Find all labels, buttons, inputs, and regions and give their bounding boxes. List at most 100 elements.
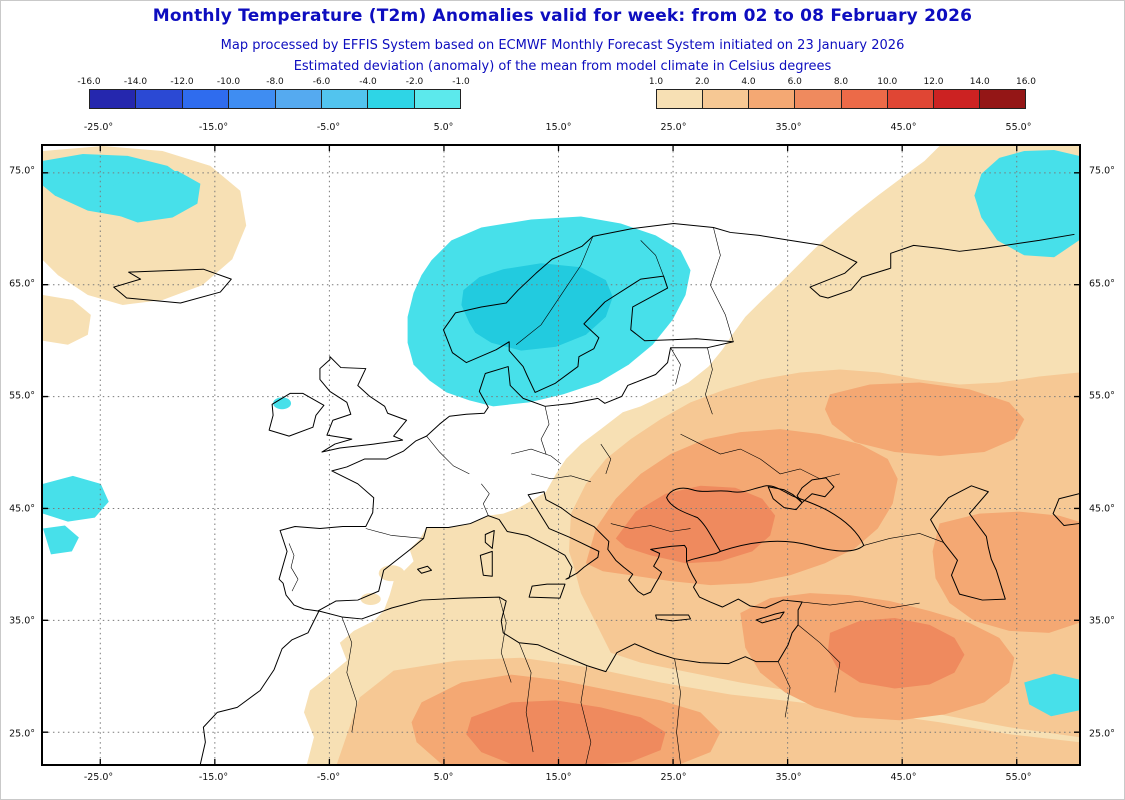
longitude-label: 25.0° <box>660 772 687 783</box>
colorbar-tick-label: -14.0 <box>123 77 148 87</box>
map-frame <box>41 144 1081 766</box>
colorbar-tick-label: 10.0 <box>877 77 898 87</box>
colorbar-tick-label: 12.0 <box>923 77 944 87</box>
coast-cyprus <box>755 611 785 624</box>
coast-ireland <box>268 392 325 437</box>
graticule-parallels <box>43 172 1079 733</box>
colorbar-tick-label: -6.0 <box>312 77 331 87</box>
coast-turkey-aegean <box>686 550 803 609</box>
coast-aral-sea <box>1052 493 1079 527</box>
longitude-label: 35.0° <box>775 122 802 133</box>
warm4-core-mideast <box>827 617 965 689</box>
longitude-label: 55.0° <box>1005 772 1032 783</box>
coast-caspian-sea <box>930 485 1006 601</box>
longitude-label: -5.0° <box>316 122 341 133</box>
coast-britain <box>319 356 408 453</box>
colorbar-positive: 1.0 2.0 4.0 6.0 8.0 10.0 12.0 14.0 16.0 <box>649 77 1036 109</box>
cold-region-atlantic-2 <box>43 525 79 555</box>
colorbar-tick-label: 4.0 <box>741 77 756 87</box>
colorbar-segment <box>368 90 415 108</box>
latitude-ticks <box>43 172 1079 733</box>
warm3-region-northeast-russia <box>824 382 1025 456</box>
coast-sicily <box>528 583 566 599</box>
colorbar-segment <box>841 90 888 108</box>
latitude-label: 55.0° <box>9 390 35 402</box>
colorbar-segment <box>703 90 750 108</box>
longitude-label: -25.0° <box>83 772 114 783</box>
page-title: Monthly Temperature (T2m) Anomalies vali… <box>152 6 973 26</box>
colorbar-segment <box>933 90 980 108</box>
warm-region-left-edge <box>43 295 91 345</box>
latitude-labels-right: 75.0° 65.0° 55.0° 45.0° 35.0° 25.0° <box>1085 144 1124 766</box>
warm-spot-spain-2 <box>360 593 381 606</box>
longitude-label: 45.0° <box>890 772 917 783</box>
longitude-label: 25.0° <box>660 122 687 133</box>
latitude-labels-left: 75.0° 65.0° 55.0° 45.0° 35.0° 25.0° <box>1 144 39 766</box>
latitude-label: 45.0° <box>9 503 35 515</box>
latitude-label: 35.0° <box>9 615 35 627</box>
latitude-label: 25.0° <box>9 728 35 740</box>
latitude-label: 35.0° <box>1089 615 1115 627</box>
coast-iceland <box>113 268 232 304</box>
colorbar-tick-label: -12.0 <box>170 77 194 87</box>
frame-ticks <box>43 146 1079 764</box>
latitude-label: 25.0° <box>1089 728 1115 740</box>
colorbar-tick-label: -10.0 <box>216 77 241 87</box>
latitude-label: 65.0° <box>1089 278 1115 290</box>
cold-region-topright <box>974 149 1079 258</box>
anomaly-map <box>43 146 1079 764</box>
country-borders <box>288 227 944 764</box>
cold-core-scandinavia <box>461 263 613 351</box>
graticule-meridians <box>99 146 1018 764</box>
colorbar-tick-label: 6.0 <box>787 77 802 87</box>
colorbar-segment <box>414 90 460 108</box>
coast-azov-sea <box>796 477 835 504</box>
colorbar-tick-label: 2.0 <box>695 77 710 87</box>
colorbar-segment <box>90 90 137 108</box>
longitude-label: 5.0° <box>433 772 454 783</box>
longitude-label: 35.0° <box>775 772 802 783</box>
subtitle-source: Map processed by EFFIS System based on E… <box>220 38 905 53</box>
colorbar-segment <box>321 90 369 108</box>
coast-black-sea <box>666 485 865 552</box>
colorbar-tick-label: -16.0 <box>77 77 101 87</box>
colorbar-tick-label: 1.0 <box>648 77 664 87</box>
cold-region-bottomright <box>1024 673 1079 717</box>
colorbar-segment <box>136 90 183 108</box>
warm3-region-caspian-east <box>932 511 1079 633</box>
colorbar-segment <box>182 90 230 108</box>
longitude-label: -15.0° <box>198 122 229 133</box>
colorbar-segment <box>229 90 276 108</box>
colorbar-tick-label: -8.0 <box>266 77 284 87</box>
latitude-label: 65.0° <box>9 278 35 290</box>
colorbar-segment <box>657 90 704 108</box>
cold-region-iceland <box>97 170 201 223</box>
cold-region-atlantic-1 <box>43 475 109 522</box>
colorbar-tick-label: 14.0 <box>969 77 990 87</box>
longitude-label: 5.0° <box>433 122 454 133</box>
border-lines <box>288 227 944 764</box>
longitude-label: -5.0° <box>316 772 341 783</box>
anomaly-fields <box>43 146 1079 764</box>
coast-africa-levant <box>199 596 803 764</box>
coast-corsica <box>484 530 495 549</box>
colorbar-segment <box>979 90 1025 108</box>
coast-mediterranean-north <box>317 491 688 612</box>
longitude-label: 15.0° <box>545 772 572 783</box>
graticule <box>43 146 1079 764</box>
coastlines <box>113 223 1079 764</box>
coast-sardinia <box>479 550 493 577</box>
latitude-label: 75.0° <box>1089 165 1115 177</box>
longitude-labels-bottom: -25.0° -15.0° -5.0° 5.0° 15.0° 25.0° 35.0° 45.0… <box>41 772 1081 784</box>
colorbar-segment <box>275 90 322 108</box>
longitude-label: -15.0° <box>198 772 229 783</box>
longitude-label: 55.0° <box>1005 122 1032 133</box>
colorbar-segment <box>887 90 934 108</box>
latitude-label: 55.0° <box>1089 390 1115 402</box>
coast-mallorca <box>417 565 432 574</box>
colorbar-tick-label: -1.0 <box>452 77 470 87</box>
colorbar-segment <box>749 90 796 108</box>
latitude-label: 75.0° <box>9 165 35 177</box>
longitude-labels-top: -25.0° -15.0° -5.0° 5.0° 15.0° 25.0° 35.0° 45.0… <box>41 122 1081 134</box>
